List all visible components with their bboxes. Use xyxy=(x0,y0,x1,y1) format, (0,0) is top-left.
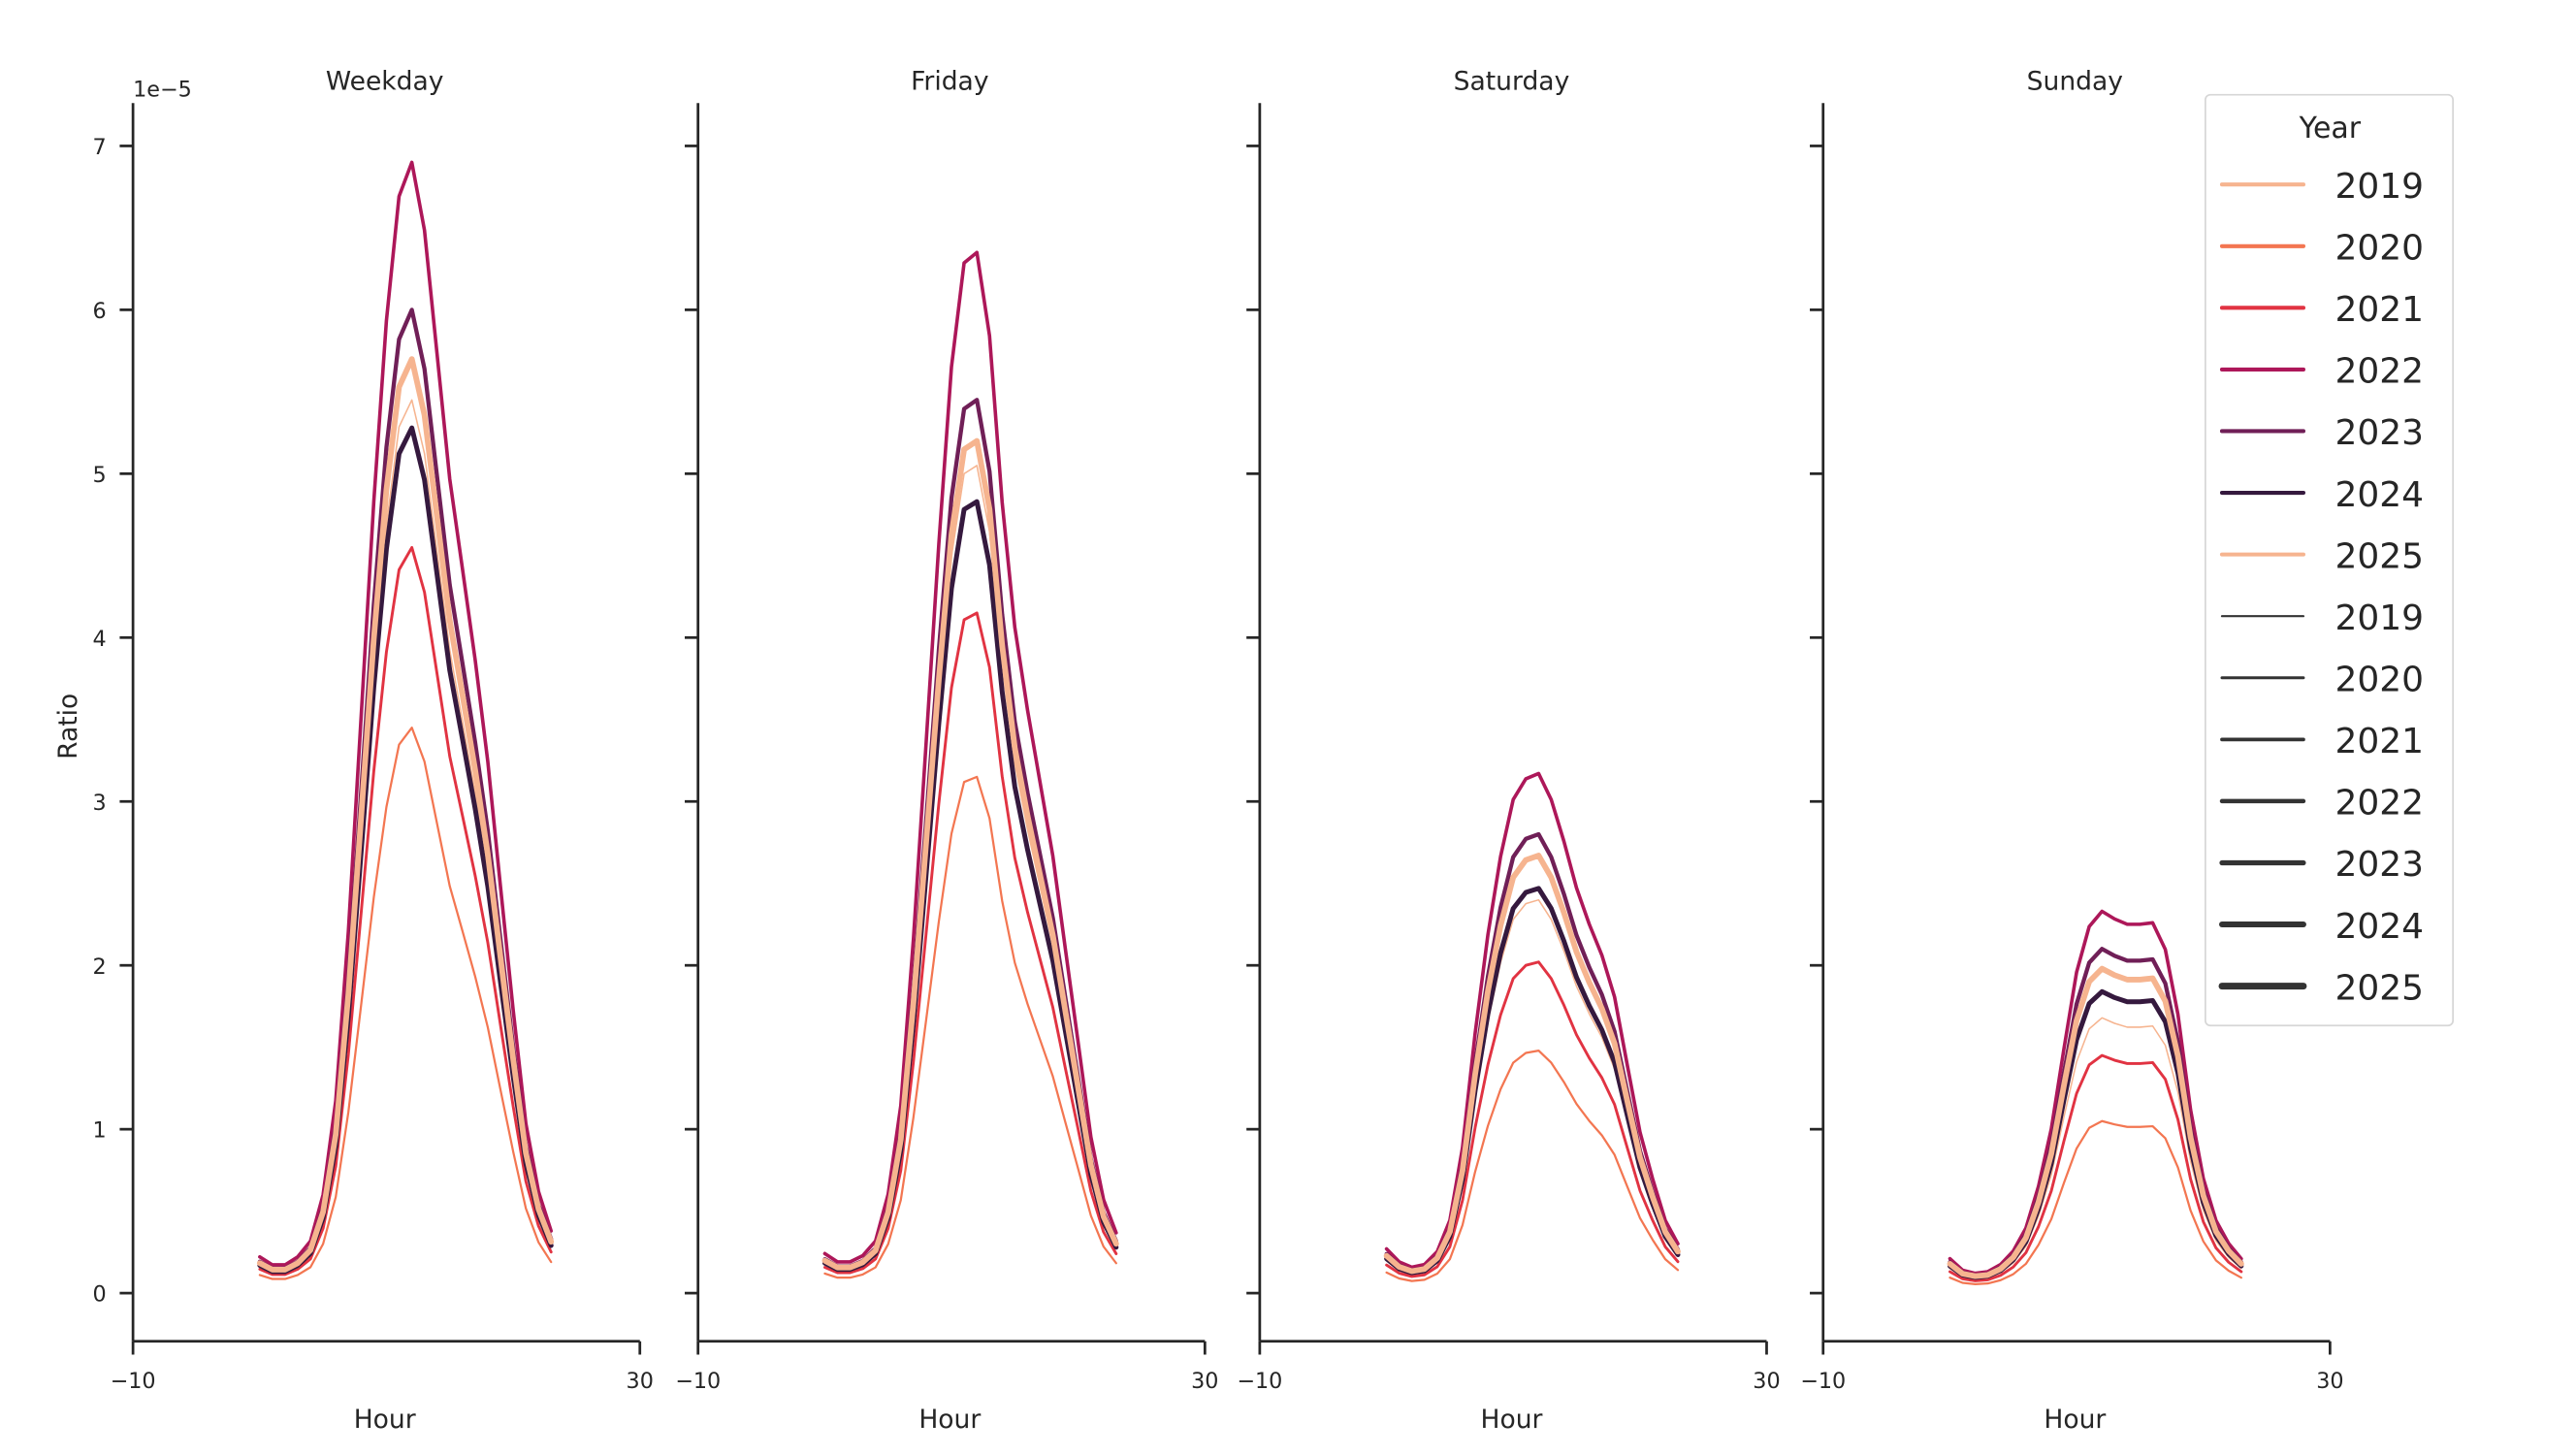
y-tick-label: 2 xyxy=(93,954,107,980)
legend-entry-size-2024: 2024 xyxy=(2218,907,2425,947)
legend-label: 2024 xyxy=(2335,475,2425,515)
series-line-2022 xyxy=(1948,909,2243,1276)
legend-label: 2020 xyxy=(2335,660,2425,699)
series-line-2024 xyxy=(1948,988,2244,1280)
panel-title: Friday xyxy=(911,67,988,97)
panel-title: Saturday xyxy=(1454,67,1570,97)
x-tick-label: −10 xyxy=(675,1369,721,1394)
series-line-2021 xyxy=(822,611,1118,1275)
y-tick-label: 3 xyxy=(93,791,107,816)
legend-label: 2021 xyxy=(2335,722,2425,761)
x-tick-label: −10 xyxy=(111,1369,156,1394)
legend-entry-hue-2021: 2021 xyxy=(2219,290,2425,330)
legend-label: 2023 xyxy=(2335,413,2425,453)
series-line-2020 xyxy=(258,727,553,1280)
series-line-2021 xyxy=(1948,1053,2243,1282)
series-line-2025 xyxy=(1947,965,2244,1279)
panel-title: Sunday xyxy=(2027,67,2123,97)
legend-entry-size-2020: 2020 xyxy=(2220,660,2425,699)
legend-entry-size-2019: 2019 xyxy=(2220,598,2425,638)
series-line-2020 xyxy=(1948,1119,2242,1285)
panel-weekday: Weekday 0 1 2 3 4 5 6 7 −10 30 Hour xyxy=(93,67,654,1435)
series-line-2024 xyxy=(1384,886,1681,1276)
legend-entry-hue-2024: 2024 xyxy=(2219,475,2425,515)
legend-label: 2020 xyxy=(2335,228,2425,268)
legend-label: 2024 xyxy=(2335,907,2425,947)
x-tick-label: −10 xyxy=(1800,1369,1846,1394)
legend-entry-hue-2025: 2025 xyxy=(2219,536,2425,576)
legend-label: 2021 xyxy=(2335,290,2425,330)
legend-label: 2025 xyxy=(2335,968,2425,1008)
series-line-2022 xyxy=(1384,771,1680,1270)
y-tick-label: 5 xyxy=(93,463,107,488)
legend-label: 2025 xyxy=(2335,536,2425,576)
x-tick-label: 30 xyxy=(1753,1369,1780,1394)
legend: Year 2019 2020 2021 2022 2023 2024 2025 2019 2020… xyxy=(2204,93,2455,1027)
legend-entry-size-2022: 2022 xyxy=(2219,784,2425,824)
legend-entry-size-2023: 2023 xyxy=(2219,845,2425,885)
series-line-2021 xyxy=(258,545,553,1277)
legend-title: Year xyxy=(2299,112,2362,146)
y-tick-label: 1 xyxy=(93,1118,107,1144)
legend-label: 2023 xyxy=(2335,845,2425,885)
legend-entry-size-2021: 2021 xyxy=(2220,722,2425,761)
legend-label: 2019 xyxy=(2335,598,2425,638)
x-tick-label: 30 xyxy=(2316,1369,2343,1394)
y-tick-label: 6 xyxy=(93,299,107,324)
series-line-2020 xyxy=(823,775,1117,1279)
panel-saturday: Saturday −10 30 Hour xyxy=(1237,67,1780,1435)
y-axis-title: Ratio xyxy=(53,694,83,760)
y-tick-label: 4 xyxy=(93,627,107,652)
legend-entry-hue-2019: 2019 xyxy=(2219,167,2425,207)
series-line-2025 xyxy=(821,437,1119,1271)
x-tick-label: 30 xyxy=(1191,1369,1218,1394)
y-tick-label: 0 xyxy=(93,1282,107,1308)
legend-entry-hue-2023: 2023 xyxy=(2219,413,2425,453)
legend-label: 2022 xyxy=(2335,352,2425,392)
x-tick-label: 30 xyxy=(627,1369,654,1394)
panel-title: Weekday xyxy=(326,67,444,97)
y-tick-label: 7 xyxy=(93,135,107,160)
x-axis-title: Hour xyxy=(918,1405,981,1435)
legend-label: 2019 xyxy=(2335,167,2425,207)
x-axis-title: Hour xyxy=(2044,1405,2106,1435)
x-axis-title: Hour xyxy=(1480,1405,1542,1435)
legend-frame xyxy=(2204,93,2455,1027)
x-axis-title: Hour xyxy=(354,1405,416,1435)
series-line-2023 xyxy=(822,398,1118,1269)
legend-entry-hue-2020: 2020 xyxy=(2219,228,2425,268)
legend-label: 2022 xyxy=(2335,784,2425,824)
series-line-2025 xyxy=(256,356,555,1273)
legend-entry-size-2025: 2025 xyxy=(2218,968,2425,1008)
series-line-2022 xyxy=(258,160,554,1267)
series-line-2022 xyxy=(822,250,1118,1264)
y-offset-label: 1e−5 xyxy=(133,77,192,102)
series-line-2019 xyxy=(1385,898,1679,1275)
series-line-2024 xyxy=(257,425,554,1275)
series-line-2019 xyxy=(259,399,553,1272)
series-line-2020 xyxy=(1385,1049,1680,1282)
series-line-2025 xyxy=(1383,853,1681,1275)
panel-friday: Friday −10 30 Hour xyxy=(675,67,1218,1435)
legend-entry-hue-2022: 2022 xyxy=(2219,352,2425,392)
series-line-2021 xyxy=(1385,960,1680,1278)
panel-sunday: Sunday −10 30 Hour xyxy=(1800,67,2343,1435)
x-tick-label: −10 xyxy=(1237,1369,1282,1394)
